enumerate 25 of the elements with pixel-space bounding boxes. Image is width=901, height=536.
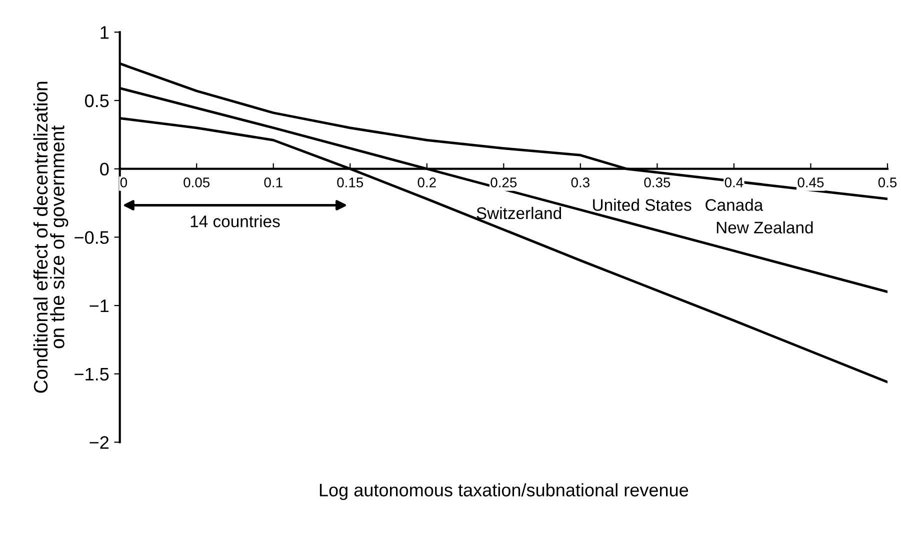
x-tick-label: 0 [120, 178, 128, 188]
y-tick-label: 0 [100, 162, 109, 176]
x-tick-label: 0.35 [644, 178, 670, 188]
annotation: New Zealand [716, 221, 813, 234]
y-tick-label: 0.5 [85, 94, 109, 108]
y-tick-label: −1 [90, 300, 109, 312]
y-tick-label: 1 [100, 26, 109, 39]
y-axis-title: Conditional effect of decentralization on the size of government [33, 82, 68, 393]
y-tick-label: −1.5 [74, 368, 109, 381]
x-axis-title: Log autonomous taxation/subnational revenue [320, 483, 688, 500]
x-tick-label: 0.25 [490, 178, 517, 188]
x-tick-label: 0.1 [264, 178, 282, 188]
x-tick-label: 0.4 [724, 178, 744, 188]
x-tick-label: 0.45 [798, 178, 824, 188]
x-tick-label: 0.15 [337, 178, 364, 188]
annotation: Switzerland [476, 206, 562, 220]
x-tick-label: 0.5 [878, 178, 897, 188]
x-tick-label: 0.3 [571, 178, 590, 188]
annotation: 14 countries [190, 215, 280, 228]
annotation: Canada [706, 198, 764, 211]
y-tick-label: −0.5 [74, 231, 109, 244]
annotation: United States [593, 198, 692, 211]
y-tick-label: −2 [90, 436, 109, 449]
x-tick-label: 0.05 [184, 178, 210, 188]
x-tick-label: 0.2 [418, 178, 436, 188]
